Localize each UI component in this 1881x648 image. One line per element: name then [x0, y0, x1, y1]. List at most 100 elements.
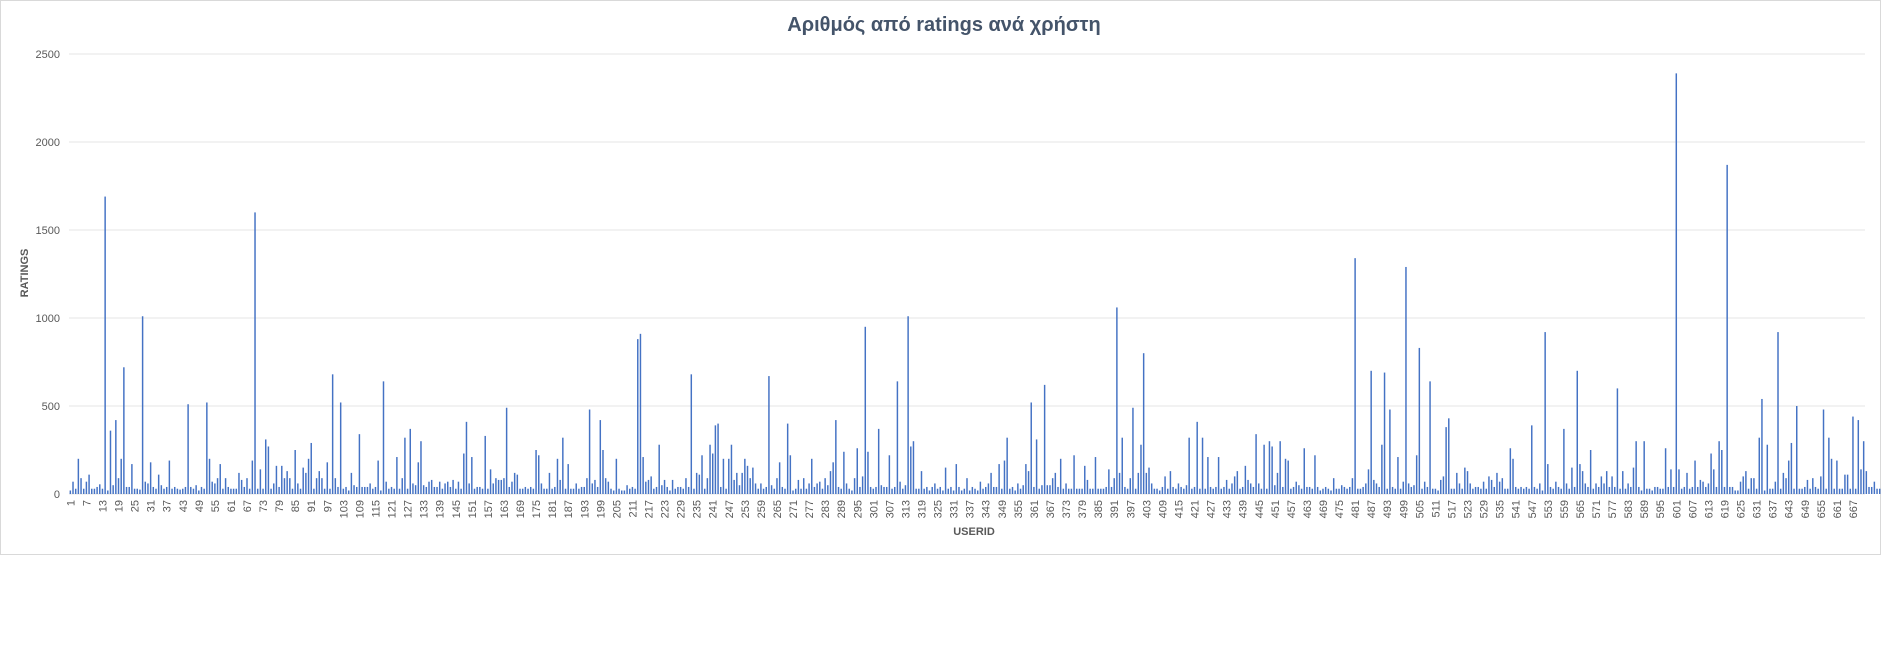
bar	[361, 486, 363, 494]
bar	[1233, 476, 1236, 494]
bar	[334, 478, 337, 494]
x-tick-label: 457	[1286, 500, 1298, 518]
bar	[615, 458, 618, 494]
bar	[1482, 481, 1485, 494]
bar	[1595, 483, 1597, 494]
bar	[1172, 486, 1174, 494]
bar	[784, 488, 786, 494]
x-tick-label: 667	[1848, 500, 1860, 518]
bar	[1873, 481, 1876, 494]
x-tick-label: 643	[1784, 500, 1796, 518]
bar	[120, 458, 122, 494]
bar	[420, 441, 422, 494]
bar	[1533, 486, 1536, 494]
bar	[1274, 485, 1276, 494]
bar	[1557, 486, 1560, 494]
x-tick-label: 313	[900, 500, 912, 518]
x-axis-ticks: 1 7 13 19 25 31 37 43 49 55 61 67 73 79 85 91 97 103 109 11…	[65, 500, 1860, 518]
bar	[1531, 425, 1533, 494]
bar	[1370, 370, 1372, 494]
bar	[848, 488, 850, 494]
bar	[1870, 486, 1873, 494]
bar	[714, 425, 717, 494]
bar	[685, 478, 687, 494]
bar	[1477, 486, 1479, 494]
bar	[1059, 458, 1062, 494]
x-tick-label: 595	[1655, 500, 1667, 518]
bar	[273, 483, 275, 494]
x-tick-label: 121	[387, 500, 399, 518]
bar	[243, 486, 246, 494]
bar	[629, 488, 631, 494]
bar	[1589, 450, 1592, 494]
x-tick-label: 649	[1800, 500, 1812, 518]
bar	[1718, 441, 1720, 494]
bar	[270, 488, 272, 494]
x-tick-label: 505	[1414, 500, 1426, 518]
bar	[438, 481, 441, 494]
bar	[789, 455, 792, 494]
bar	[1239, 488, 1241, 494]
bar	[1696, 486, 1699, 494]
bar	[1354, 258, 1356, 494]
bar	[1846, 474, 1849, 494]
bar	[725, 488, 727, 494]
bar	[123, 367, 125, 494]
bar	[1820, 476, 1822, 494]
bar	[1753, 478, 1755, 494]
bar	[995, 486, 998, 494]
bar	[872, 488, 875, 494]
bar	[899, 481, 901, 494]
bar	[302, 467, 304, 494]
x-tick-label: 337	[965, 500, 977, 518]
bar	[1035, 439, 1038, 494]
bar	[722, 458, 725, 494]
bar	[950, 486, 952, 494]
bar	[337, 486, 339, 494]
x-tick-label: 61	[226, 500, 238, 512]
bar	[1600, 476, 1603, 494]
bar	[1774, 481, 1777, 494]
bar	[800, 488, 802, 494]
bar	[155, 488, 157, 494]
bar	[1062, 488, 1065, 494]
bar	[88, 474, 90, 494]
bar	[1362, 486, 1364, 494]
bar	[1351, 478, 1354, 494]
bar	[1490, 479, 1493, 494]
bar	[125, 486, 128, 494]
bar	[1688, 488, 1691, 494]
bar	[339, 402, 342, 494]
bar	[559, 479, 561, 494]
bar	[91, 488, 93, 494]
bar	[1597, 486, 1600, 494]
bar	[1745, 471, 1747, 494]
bar	[1244, 465, 1247, 494]
bar	[1608, 486, 1611, 494]
bar	[1643, 441, 1645, 494]
x-tick-label: 373	[1061, 500, 1073, 518]
bar	[1204, 488, 1206, 494]
bar	[867, 451, 869, 494]
bar	[1073, 455, 1075, 494]
x-tick-label: 97	[322, 500, 334, 512]
bar	[1536, 488, 1538, 494]
x-tick-label: 127	[403, 500, 415, 518]
bar	[500, 479, 503, 494]
x-tick-label: 433	[1222, 500, 1234, 518]
bar	[1448, 418, 1450, 494]
x-tick-label: 325	[933, 500, 945, 518]
bar	[1472, 488, 1474, 494]
bars	[69, 73, 1881, 495]
bar	[1327, 488, 1330, 494]
bar	[305, 472, 307, 494]
bar	[1514, 486, 1517, 494]
bar	[1397, 457, 1399, 494]
bar	[524, 486, 527, 494]
bar	[1357, 488, 1359, 494]
bar	[960, 490, 963, 494]
bar	[1113, 478, 1115, 494]
bar	[1322, 488, 1324, 494]
bar	[572, 488, 575, 494]
bar	[353, 485, 355, 494]
